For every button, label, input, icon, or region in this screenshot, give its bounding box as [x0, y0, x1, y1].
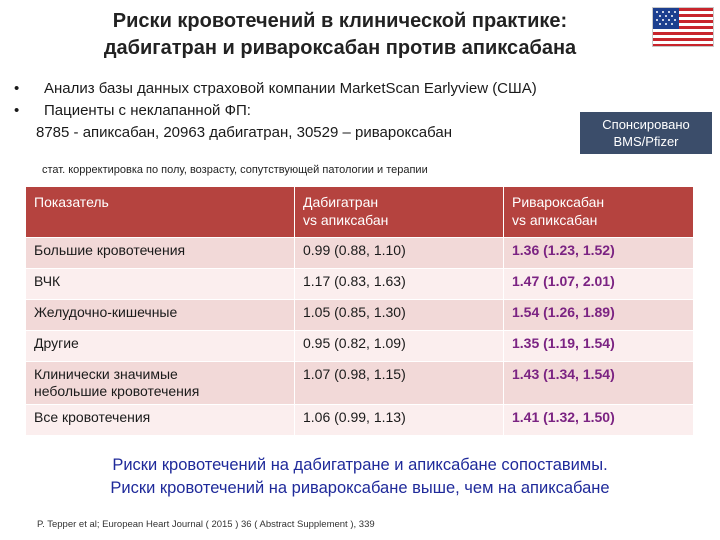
us-flag-graphic [653, 8, 713, 46]
bullet-item: • Анализ базы данных страховой компании … [14, 78, 537, 100]
conclusion-line-2: Риски кровотечений на ривароксабане выше… [110, 479, 610, 497]
table-row: Большие кровотечения 0.99 (0.88, 1.10) 1… [25, 237, 694, 269]
table-row: Другие 0.95 (0.82, 1.09) 1.35 (1.19, 1.5… [25, 330, 694, 362]
cell-indicator: Клинически значимые небольшие кровотечен… [25, 361, 295, 405]
header-rivaroxaban-line-1: Ривароксабан [512, 194, 605, 210]
bullet-list: • Анализ базы данных страховой компании … [14, 78, 537, 144]
cell-rivaroxaban: 1.54 (1.26, 1.89) [503, 299, 694, 331]
bullet-subtext-counts: 8785 - апиксабан, 20963 дабигатран, 3052… [36, 124, 452, 141]
header-dabigatran-line-1: Дабигатран [303, 194, 379, 210]
cell-rivaroxaban: 1.35 (1.19, 1.54) [503, 330, 694, 362]
bullet-text-patients: Пациенты с неклапанной ФП: [44, 102, 251, 119]
cell-indicator: Желудочно-кишечные [25, 299, 295, 331]
cell-dabigatran: 1.17 (0.83, 1.63) [294, 268, 504, 300]
cell-dabigatran: 1.05 (0.85, 1.30) [294, 299, 504, 331]
header-rivaroxaban: Ривароксабан vs апиксабан [503, 186, 694, 238]
cell-rivaroxaban: 1.47 (1.07, 2.01) [503, 268, 694, 300]
table-row: Все кровотечения 1.06 (0.99, 1.13) 1.41 … [25, 404, 694, 436]
header-dabigatran-line-2: vs апиксабан [303, 212, 389, 228]
cell-dabigatran: 0.99 (0.88, 1.10) [294, 237, 504, 269]
us-flag-icon [652, 7, 714, 47]
cell-rivaroxaban: 1.36 (1.23, 1.52) [503, 237, 694, 269]
cell-indicator-line-1: Клинически значимые [34, 366, 178, 382]
sponsor-box: Спонсировано BMS/Pfizer [580, 112, 712, 154]
adjustment-note: стат. корректировка по полу, возрасту, с… [42, 164, 428, 176]
table-row: ВЧК 1.17 (0.83, 1.63) 1.47 (1.07, 2.01) [25, 268, 694, 300]
slide-title: Риски кровотечений в клинической практик… [60, 8, 620, 62]
bullet-dot-icon: • [14, 80, 20, 97]
cell-indicator: ВЧК [25, 268, 295, 300]
cell-dabigatran: 1.06 (0.99, 1.13) [294, 404, 504, 436]
cell-indicator-line-2: небольшие кровотечения [34, 383, 200, 399]
cell-indicator: Все кровотечения [25, 404, 295, 436]
bullet-dot-icon: • [14, 102, 20, 119]
header-indicator-label: Показатель [34, 194, 109, 210]
title-line-2: дабигатран и ривароксабан против апиксаб… [103, 37, 577, 59]
bullet-text-database: Анализ базы данных страховой компании Ma… [44, 80, 537, 97]
conclusion-line-1: Риски кровотечений на дабигатране и апик… [112, 456, 608, 474]
header-indicator: Показатель [25, 186, 295, 238]
cell-rivaroxaban: 1.41 (1.32, 1.50) [503, 404, 694, 436]
table-row: Клинически значимые небольшие кровотечен… [25, 361, 694, 405]
cell-dabigatran: 0.95 (0.82, 1.09) [294, 330, 504, 362]
title-line-1: Риски кровотечений в клинической практик… [112, 10, 568, 32]
cell-dabigatran: 1.07 (0.98, 1.15) [294, 361, 504, 405]
header-dabigatran: Дабигатран vs апиксабан [294, 186, 504, 238]
bullet-item: • Пациенты с неклапанной ФП: [14, 100, 537, 122]
sponsor-line-2: BMS/Pfizer [613, 134, 679, 149]
header-rivaroxaban-line-2: vs апиксабан [512, 212, 598, 228]
table-header-row: Показатель Дабигатран vs апиксабан Ривар… [25, 186, 694, 238]
sponsor-line-1: Спонсировано [602, 117, 690, 132]
reference-citation: P. Tepper et al; European Heart Journal … [37, 519, 375, 530]
conclusion-text: Риски кровотечений на дабигатране и апик… [0, 454, 720, 500]
cell-indicator: Другие [25, 330, 295, 362]
table-row: Желудочно-кишечные 1.05 (0.85, 1.30) 1.5… [25, 299, 694, 331]
bleeding-risk-table: Показатель Дабигатран vs апиксабан Ривар… [25, 186, 694, 436]
cell-rivaroxaban: 1.43 (1.34, 1.54) [503, 361, 694, 405]
cell-indicator: Большие кровотечения [25, 237, 295, 269]
